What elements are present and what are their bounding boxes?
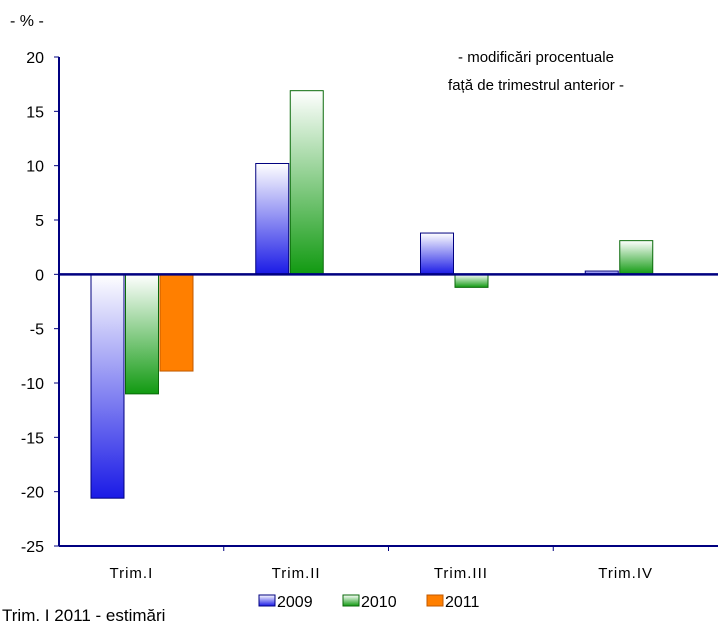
annotation-line-2: față de trimestrul anterior - bbox=[448, 77, 624, 94]
bar-2011-trimi bbox=[159, 273, 194, 372]
legend-label-2010: 2010 bbox=[361, 594, 397, 611]
bar-2009-trimi bbox=[90, 273, 125, 499]
y-tick-label: -20 bbox=[21, 485, 44, 502]
unit-label: - % - bbox=[10, 13, 44, 30]
y-tick-label: -15 bbox=[21, 430, 44, 447]
bar-2009-trimii bbox=[255, 162, 290, 275]
legend-label-2009: 2009 bbox=[277, 594, 313, 611]
legend-swatch-2009 bbox=[258, 594, 276, 607]
bar-2010-trimi bbox=[125, 273, 159, 395]
y-tick-label: -5 bbox=[30, 322, 44, 339]
legend-swatch-2010 bbox=[342, 594, 360, 607]
y-tick-label: 15 bbox=[26, 104, 44, 121]
legend: 2009 2010 2011 bbox=[258, 594, 480, 611]
y-tick-label: -10 bbox=[21, 376, 44, 393]
bars bbox=[90, 90, 654, 499]
footnote: Trim. I 2011 - estimări bbox=[2, 606, 165, 625]
bar-2010-trimii bbox=[289, 90, 324, 275]
x-axis-labels: Trim.I Trim.II Trim.III Trim.IV bbox=[109, 565, 653, 582]
y-tick-label: 10 bbox=[26, 159, 44, 176]
legend-label-2011: 2011 bbox=[445, 594, 480, 611]
x-tick-label: Trim.I bbox=[109, 565, 153, 582]
y-tick-label: 5 bbox=[35, 213, 44, 230]
x-tick-label: Trim.IV bbox=[598, 565, 653, 582]
legend-swatch-2011 bbox=[426, 594, 444, 607]
x-tick-label: Trim.III bbox=[434, 565, 488, 582]
y-tick-label: 20 bbox=[26, 50, 44, 67]
x-tick-label: Trim.II bbox=[272, 565, 321, 582]
bar-2010-trimiii bbox=[454, 273, 489, 288]
y-tick-label: -25 bbox=[21, 539, 44, 556]
bar-2009-trimiii bbox=[420, 232, 454, 275]
annotation-line-1: - modificări procentuale bbox=[458, 49, 614, 66]
axes bbox=[58, 57, 718, 551]
y-axis-ticks: 20 15 10 5 0 -5 -10 -15 -20 -25 bbox=[21, 50, 59, 556]
bar-2010-trimiv bbox=[619, 240, 654, 275]
y-tick-label: 0 bbox=[35, 267, 44, 284]
